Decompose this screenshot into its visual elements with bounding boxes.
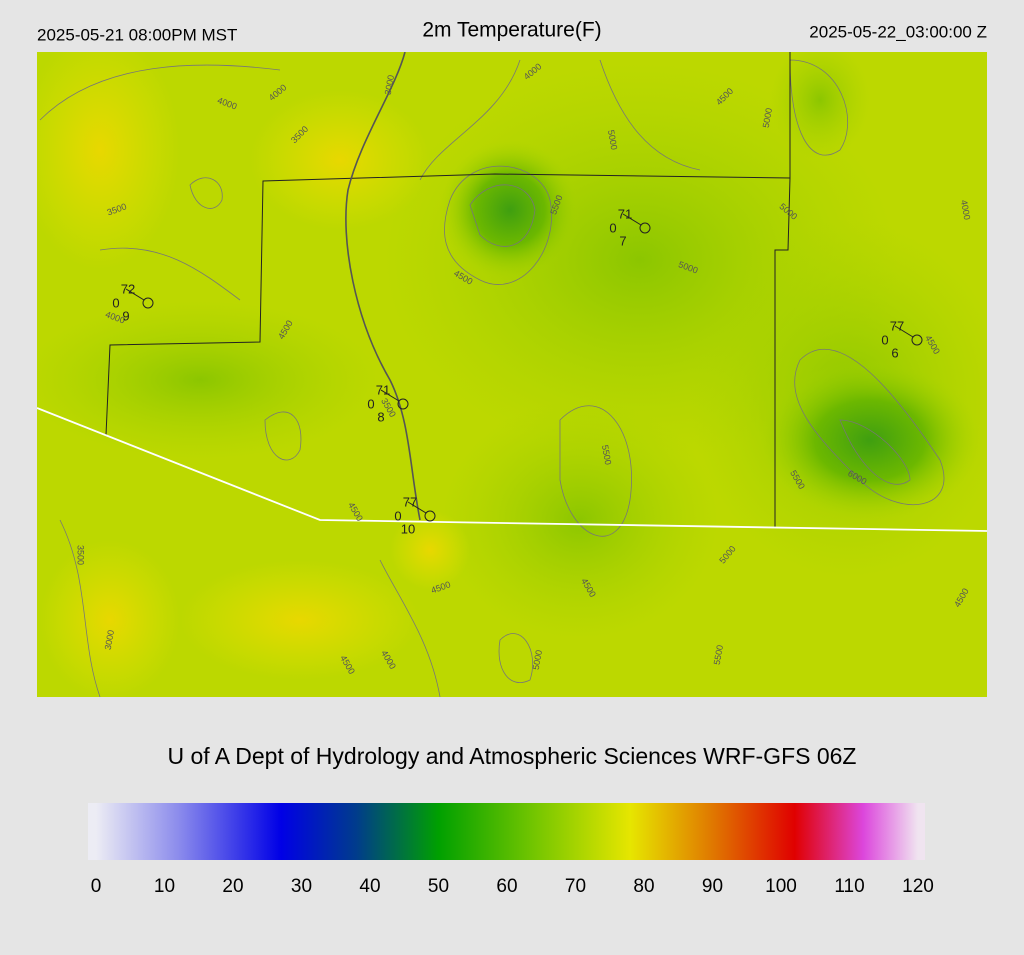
contour-label: 5500 bbox=[600, 444, 613, 465]
station-circle bbox=[397, 398, 409, 410]
station-wind: 0 bbox=[609, 220, 616, 235]
colorbar-tick-label: 40 bbox=[359, 876, 380, 897]
station-dew: 7 bbox=[619, 233, 626, 248]
wind-barb bbox=[380, 389, 400, 402]
station-dew: 8 bbox=[377, 409, 384, 424]
local-time: 2025-05-21 08:00PM MST bbox=[37, 25, 237, 44]
colorbar-tick-label: 0 bbox=[91, 876, 102, 897]
colorbar-tick-label: 70 bbox=[565, 876, 586, 897]
contour-label: 5000 bbox=[531, 649, 544, 670]
colorbar-tick-label: 110 bbox=[834, 876, 864, 897]
wind-barb bbox=[894, 325, 914, 338]
credit: U of A Dept of Hydrology and Atmospheric… bbox=[167, 743, 856, 769]
contour-label: 5500 bbox=[712, 644, 725, 665]
contour-label: 3000 bbox=[103, 629, 116, 650]
temperature-field bbox=[37, 52, 987, 697]
contour-lines bbox=[39, 59, 945, 697]
station-circle bbox=[911, 334, 923, 346]
station-circle bbox=[639, 222, 651, 234]
station-wind: 0 bbox=[881, 332, 888, 347]
station-temp: 71 bbox=[618, 206, 632, 221]
colorbar-tick-label: 50 bbox=[428, 876, 449, 897]
contour-label: 5000 bbox=[606, 129, 619, 150]
station-temp: 72 bbox=[121, 281, 135, 296]
colorbar-tick-label: 100 bbox=[765, 876, 797, 897]
river bbox=[345, 52, 421, 521]
station-circle bbox=[424, 510, 436, 522]
station-temp: 77 bbox=[403, 494, 417, 509]
valid-time: 2025-05-22_03:00:00 Z bbox=[809, 22, 987, 41]
station-wind: 0 bbox=[112, 295, 119, 310]
contour-label: 5000 bbox=[761, 107, 774, 128]
colorbar-tick-label: 60 bbox=[496, 876, 517, 897]
colorbar-ticks: 0 10 20 30 40 50 60 70 80 90 100 110 120 bbox=[91, 876, 934, 897]
contour-label: 3000 bbox=[383, 74, 396, 95]
colorbar-tick-label: 10 bbox=[154, 876, 175, 897]
colorbar bbox=[88, 803, 925, 860]
state-borders bbox=[105, 52, 791, 528]
colorbar-tick-label: 80 bbox=[633, 876, 654, 897]
contour-label: 4000 bbox=[959, 199, 972, 220]
station-temp: 77 bbox=[890, 318, 904, 333]
station-temp: 71 bbox=[376, 382, 390, 397]
map-title: 2m Temperature(F) bbox=[422, 19, 601, 42]
colorbar-tick-label: 30 bbox=[291, 876, 312, 897]
station-dew: 6 bbox=[891, 345, 898, 360]
wind-barb bbox=[125, 288, 145, 301]
contour-label: 3500 bbox=[76, 545, 86, 565]
station-circle bbox=[142, 297, 154, 309]
wind-barb bbox=[407, 501, 427, 514]
colorbar-tick-label: 90 bbox=[702, 876, 723, 897]
colorbar-tick-label: 20 bbox=[222, 876, 243, 897]
border-line bbox=[37, 407, 987, 532]
station-dew: 10 bbox=[401, 521, 415, 536]
station-wind: 0 bbox=[367, 396, 374, 411]
station-wind: 0 bbox=[394, 508, 401, 523]
station-dew: 9 bbox=[122, 308, 129, 323]
wind-barb bbox=[622, 213, 642, 226]
colorbar-tick-label: 120 bbox=[902, 876, 934, 897]
